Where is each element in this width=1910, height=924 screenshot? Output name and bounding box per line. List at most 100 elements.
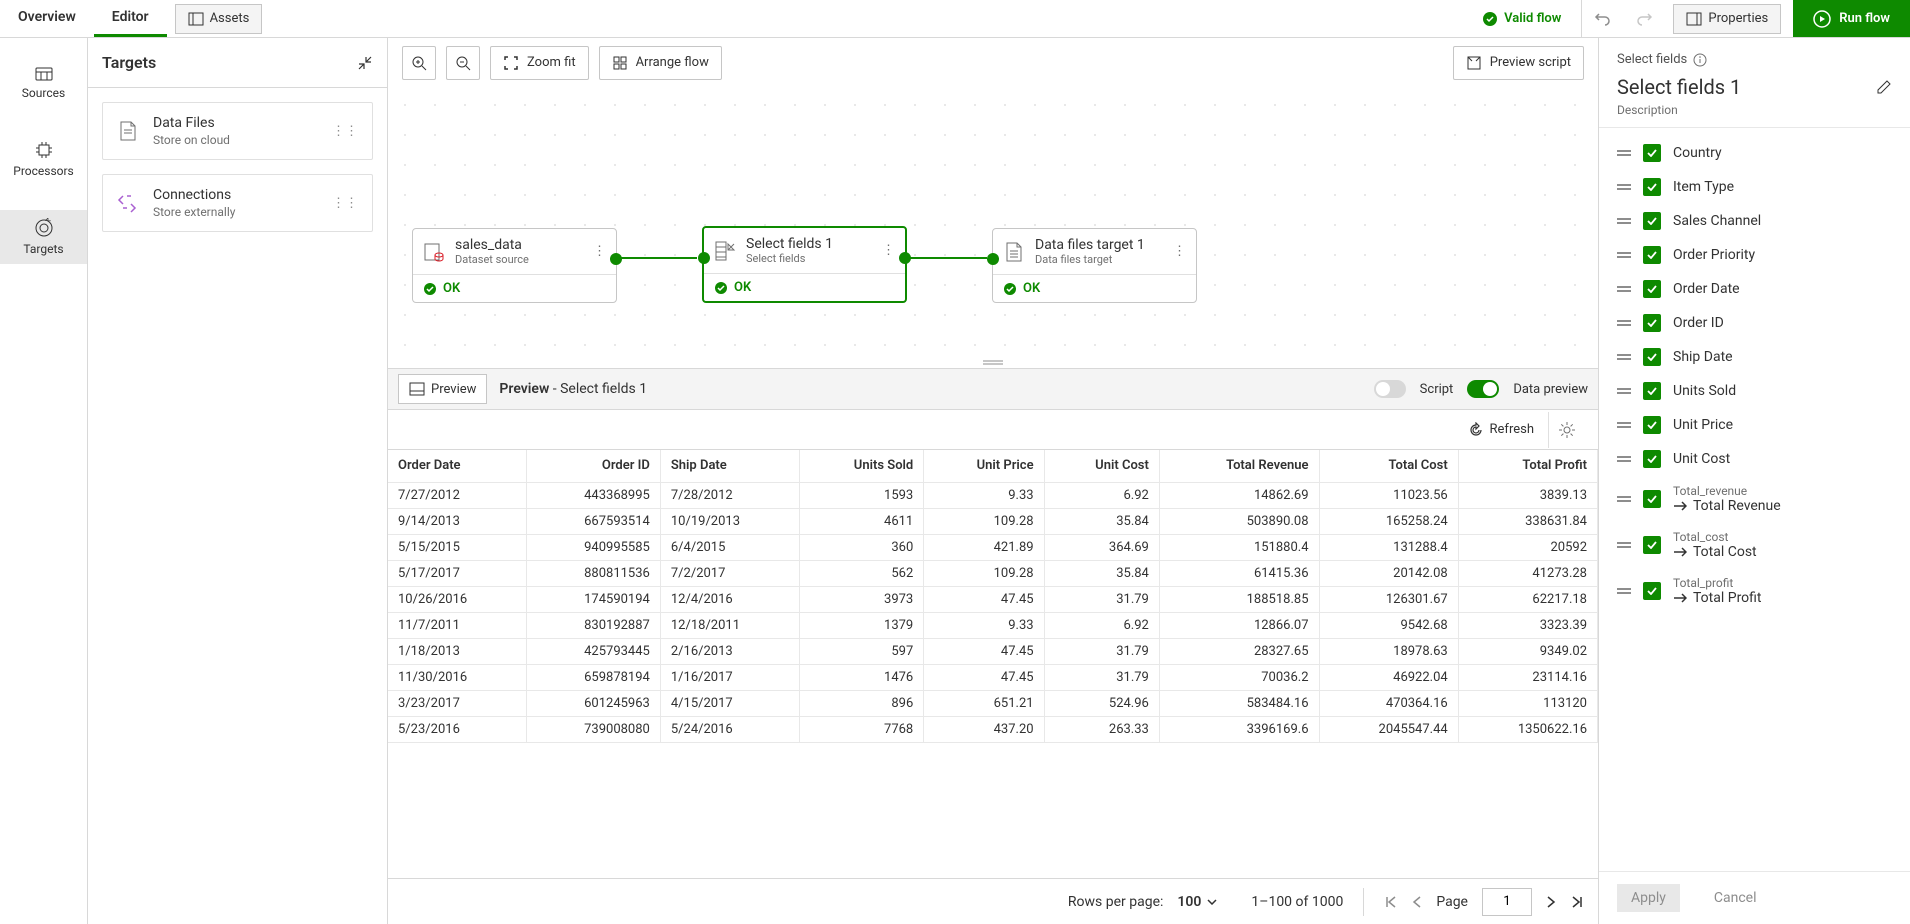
preview-script-button[interactable]: Preview script (1453, 46, 1584, 80)
drag-handle[interactable] (1617, 286, 1631, 292)
info-icon[interactable] (1693, 53, 1707, 67)
prev-page-button[interactable] (1412, 895, 1422, 909)
table-row[interactable]: 3/23/20176012459634/15/2017896651.21524.… (388, 690, 1598, 716)
column-header[interactable]: Total Revenue (1159, 450, 1319, 482)
drag-handle[interactable] (1617, 150, 1631, 156)
field-row[interactable]: Order Date (1599, 272, 1910, 306)
drag-handle[interactable] (1617, 218, 1631, 224)
field-checkbox[interactable] (1643, 314, 1661, 332)
table-row[interactable]: 7/27/20124433689957/28/201215939.336.921… (388, 482, 1598, 508)
field-checkbox[interactable] (1643, 582, 1661, 600)
canvas[interactable]: sales_dataDataset source ⋮ OK Select fie… (388, 88, 1598, 358)
drag-handle[interactable] (1617, 542, 1631, 548)
node-menu[interactable]: ⋮ (1173, 244, 1186, 259)
redo-button[interactable] (1629, 0, 1661, 37)
field-row[interactable]: Order ID (1599, 306, 1910, 340)
tab-overview[interactable]: Overview (0, 0, 94, 37)
port-out[interactable] (610, 253, 622, 265)
field-checkbox[interactable] (1643, 536, 1661, 554)
properties-button[interactable]: Properties (1673, 4, 1781, 34)
drag-handle[interactable] (1617, 588, 1631, 594)
drag-handle[interactable] (1617, 388, 1631, 394)
settings-button[interactable] (1548, 412, 1584, 448)
assets-button[interactable]: Assets (175, 4, 263, 34)
zoom-in-button[interactable] (402, 46, 436, 80)
field-row[interactable]: Unit Cost (1599, 442, 1910, 476)
table-row[interactable]: 5/17/20178808115367/2/2017562109.2835.84… (388, 560, 1598, 586)
field-row[interactable]: Unit Price (1599, 408, 1910, 442)
drag-handle[interactable] (1617, 496, 1631, 502)
field-checkbox[interactable] (1643, 348, 1661, 366)
drag-handle[interactable] (1617, 422, 1631, 428)
edit-icon[interactable] (1876, 79, 1892, 95)
port-in[interactable] (987, 253, 999, 265)
column-header[interactable]: Units Sold (800, 450, 924, 482)
field-checkbox[interactable] (1643, 382, 1661, 400)
column-header[interactable]: Unit Price (924, 450, 1044, 482)
field-checkbox[interactable] (1643, 212, 1661, 230)
table-row[interactable]: 5/15/20159409955856/4/2015360421.89364.6… (388, 534, 1598, 560)
port-in[interactable] (698, 252, 710, 264)
table-row[interactable]: 11/7/201183019288712/18/201113799.336.92… (388, 612, 1598, 638)
table-row[interactable]: 10/26/201617459019412/4/2016397347.4531.… (388, 586, 1598, 612)
field-checkbox[interactable] (1643, 450, 1661, 468)
field-row[interactable]: Total_profitTotal Profit (1599, 568, 1910, 614)
table-row[interactable]: 9/14/201366759351410/19/20134611109.2835… (388, 508, 1598, 534)
field-row[interactable]: Ship Date (1599, 340, 1910, 374)
node-menu[interactable]: ⋮ (882, 243, 895, 258)
target-card[interactable]: Data FilesStore on cloud⋮⋮ (102, 102, 373, 160)
next-page-button[interactable] (1546, 895, 1556, 909)
rail-processors[interactable]: Processors (0, 132, 87, 186)
field-row[interactable]: Sales Channel (1599, 204, 1910, 238)
tab-editor[interactable]: Editor (94, 0, 167, 37)
script-toggle[interactable] (1374, 380, 1406, 398)
drag-handle[interactable] (1617, 320, 1631, 326)
data-preview-toggle[interactable] (1467, 380, 1499, 398)
field-row[interactable]: Units Sold (1599, 374, 1910, 408)
table-row[interactable]: 1/18/20134257934452/16/201359747.4531.79… (388, 638, 1598, 664)
port-out[interactable] (899, 252, 911, 264)
drag-handle[interactable] (1617, 354, 1631, 360)
table-row[interactable]: 5/23/20167390080805/24/20167768437.20263… (388, 716, 1598, 742)
column-header[interactable]: Total Profit (1458, 450, 1597, 482)
table-row[interactable]: 11/30/20166598781941/16/2017147647.4531.… (388, 664, 1598, 690)
field-checkbox[interactable] (1643, 144, 1661, 162)
field-row[interactable]: Total_revenueTotal Revenue (1599, 476, 1910, 522)
field-row[interactable]: Total_costTotal Cost (1599, 522, 1910, 568)
column-header[interactable]: Order Date (388, 450, 526, 482)
zoom-fit-button[interactable]: Zoom fit (490, 46, 589, 80)
column-header[interactable]: Ship Date (660, 450, 799, 482)
field-checkbox[interactable] (1643, 178, 1661, 196)
table-wrap[interactable]: Order DateOrder IDShip DateUnits SoldUni… (388, 450, 1598, 878)
field-checkbox[interactable] (1643, 416, 1661, 434)
drag-handle[interactable] (1617, 252, 1631, 258)
preview-button[interactable]: Preview (398, 374, 487, 404)
drag-handle[interactable]: ⋮⋮ (332, 196, 358, 211)
first-page-button[interactable] (1384, 895, 1398, 909)
last-page-button[interactable] (1570, 895, 1584, 909)
arrange-flow-button[interactable]: Arrange flow (599, 46, 722, 80)
collapse-icon[interactable] (357, 55, 373, 71)
field-row[interactable]: Country (1599, 136, 1910, 170)
drag-handle[interactable]: ⋮⋮ (332, 124, 358, 139)
apply-button[interactable]: Apply (1617, 884, 1680, 912)
flow-node-target[interactable]: Data files target 1Data files target ⋮ O… (992, 228, 1197, 303)
column-header[interactable]: Unit Cost (1044, 450, 1159, 482)
run-flow-button[interactable]: Run flow (1793, 0, 1910, 37)
field-checkbox[interactable] (1643, 490, 1661, 508)
column-header[interactable]: Order ID (526, 450, 660, 482)
field-row[interactable]: Order Priority (1599, 238, 1910, 272)
undo-button[interactable] (1581, 0, 1621, 37)
refresh-button[interactable]: Refresh (1468, 422, 1534, 438)
column-header[interactable]: Total Cost (1319, 450, 1458, 482)
cancel-button[interactable]: Cancel (1700, 884, 1771, 912)
rows-per-page-select[interactable]: 100 (1177, 894, 1217, 910)
drag-handle[interactable] (1617, 456, 1631, 462)
flow-node-source[interactable]: sales_dataDataset source ⋮ OK (412, 228, 617, 303)
field-row[interactable]: Item Type (1599, 170, 1910, 204)
drag-handle[interactable] (1617, 184, 1631, 190)
zoom-out-button[interactable] (446, 46, 480, 80)
target-card[interactable]: ConnectionsStore externally⋮⋮ (102, 174, 373, 232)
field-checkbox[interactable] (1643, 280, 1661, 298)
rail-targets[interactable]: Targets (0, 210, 87, 264)
